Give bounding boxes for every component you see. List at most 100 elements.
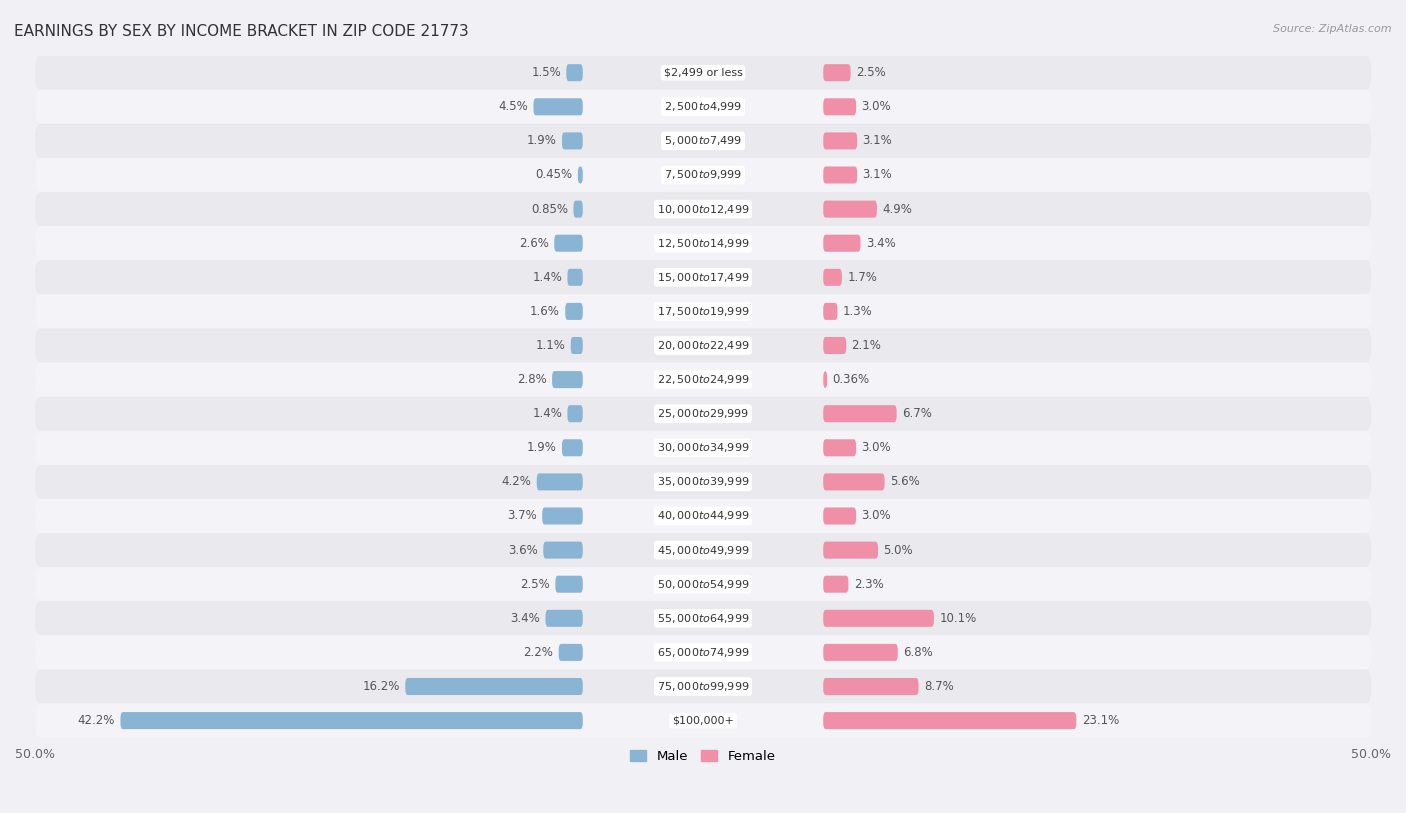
Text: 6.7%: 6.7% bbox=[903, 407, 932, 420]
Text: 2.1%: 2.1% bbox=[852, 339, 882, 352]
FancyBboxPatch shape bbox=[35, 89, 1371, 124]
Text: $50,000 to $54,999: $50,000 to $54,999 bbox=[657, 578, 749, 591]
FancyBboxPatch shape bbox=[824, 303, 838, 320]
Text: Source: ZipAtlas.com: Source: ZipAtlas.com bbox=[1274, 24, 1392, 34]
Text: $45,000 to $49,999: $45,000 to $49,999 bbox=[657, 544, 749, 557]
Text: EARNINGS BY SEX BY INCOME BRACKET IN ZIP CODE 21773: EARNINGS BY SEX BY INCOME BRACKET IN ZIP… bbox=[14, 24, 468, 39]
Text: $20,000 to $22,499: $20,000 to $22,499 bbox=[657, 339, 749, 352]
FancyBboxPatch shape bbox=[824, 371, 827, 388]
FancyBboxPatch shape bbox=[553, 371, 582, 388]
FancyBboxPatch shape bbox=[562, 439, 582, 456]
FancyBboxPatch shape bbox=[574, 201, 582, 218]
Text: 1.5%: 1.5% bbox=[531, 66, 561, 79]
Text: 0.36%: 0.36% bbox=[832, 373, 870, 386]
Text: $5,000 to $7,499: $5,000 to $7,499 bbox=[664, 134, 742, 147]
FancyBboxPatch shape bbox=[35, 226, 1371, 260]
Text: 1.4%: 1.4% bbox=[533, 407, 562, 420]
FancyBboxPatch shape bbox=[35, 635, 1371, 669]
Text: $2,500 to $4,999: $2,500 to $4,999 bbox=[664, 100, 742, 113]
FancyBboxPatch shape bbox=[35, 703, 1371, 737]
Text: 5.0%: 5.0% bbox=[883, 544, 912, 557]
Text: 1.1%: 1.1% bbox=[536, 339, 565, 352]
FancyBboxPatch shape bbox=[35, 669, 1371, 703]
Text: 5.6%: 5.6% bbox=[890, 476, 920, 489]
FancyBboxPatch shape bbox=[35, 567, 1371, 602]
Text: 6.8%: 6.8% bbox=[903, 646, 932, 659]
Text: 2.2%: 2.2% bbox=[523, 646, 554, 659]
FancyBboxPatch shape bbox=[35, 602, 1371, 635]
FancyBboxPatch shape bbox=[824, 610, 934, 627]
FancyBboxPatch shape bbox=[824, 201, 877, 218]
FancyBboxPatch shape bbox=[405, 678, 582, 695]
FancyBboxPatch shape bbox=[824, 133, 858, 150]
Text: 1.9%: 1.9% bbox=[527, 134, 557, 147]
Text: 0.45%: 0.45% bbox=[536, 168, 572, 181]
Text: 10.1%: 10.1% bbox=[939, 612, 977, 625]
FancyBboxPatch shape bbox=[35, 465, 1371, 499]
FancyBboxPatch shape bbox=[578, 167, 582, 184]
FancyBboxPatch shape bbox=[35, 158, 1371, 192]
FancyBboxPatch shape bbox=[824, 712, 1077, 729]
Text: 3.4%: 3.4% bbox=[866, 237, 896, 250]
Text: 1.9%: 1.9% bbox=[527, 441, 557, 454]
Text: 0.85%: 0.85% bbox=[531, 202, 568, 215]
Text: 2.6%: 2.6% bbox=[519, 237, 548, 250]
FancyBboxPatch shape bbox=[568, 269, 582, 286]
FancyBboxPatch shape bbox=[824, 337, 846, 354]
FancyBboxPatch shape bbox=[824, 269, 842, 286]
FancyBboxPatch shape bbox=[121, 712, 582, 729]
FancyBboxPatch shape bbox=[543, 507, 582, 524]
Text: 3.7%: 3.7% bbox=[508, 510, 537, 523]
Text: $65,000 to $74,999: $65,000 to $74,999 bbox=[657, 646, 749, 659]
FancyBboxPatch shape bbox=[35, 55, 1371, 89]
FancyBboxPatch shape bbox=[824, 576, 848, 593]
FancyBboxPatch shape bbox=[568, 405, 582, 422]
FancyBboxPatch shape bbox=[546, 610, 582, 627]
FancyBboxPatch shape bbox=[35, 124, 1371, 158]
Text: 3.6%: 3.6% bbox=[508, 544, 538, 557]
Text: $35,000 to $39,999: $35,000 to $39,999 bbox=[657, 476, 749, 489]
Text: $22,500 to $24,999: $22,500 to $24,999 bbox=[657, 373, 749, 386]
Text: 3.1%: 3.1% bbox=[862, 168, 893, 181]
FancyBboxPatch shape bbox=[35, 294, 1371, 328]
FancyBboxPatch shape bbox=[567, 64, 582, 81]
Text: $55,000 to $64,999: $55,000 to $64,999 bbox=[657, 612, 749, 625]
FancyBboxPatch shape bbox=[35, 328, 1371, 363]
Text: $10,000 to $12,499: $10,000 to $12,499 bbox=[657, 202, 749, 215]
Text: $12,500 to $14,999: $12,500 to $14,999 bbox=[657, 237, 749, 250]
Text: 4.2%: 4.2% bbox=[502, 476, 531, 489]
FancyBboxPatch shape bbox=[35, 431, 1371, 465]
Text: 42.2%: 42.2% bbox=[77, 714, 115, 727]
Text: $100,000+: $100,000+ bbox=[672, 715, 734, 725]
FancyBboxPatch shape bbox=[824, 507, 856, 524]
FancyBboxPatch shape bbox=[824, 64, 851, 81]
Text: $15,000 to $17,499: $15,000 to $17,499 bbox=[657, 271, 749, 284]
Text: $7,500 to $9,999: $7,500 to $9,999 bbox=[664, 168, 742, 181]
Text: $2,499 or less: $2,499 or less bbox=[664, 67, 742, 78]
FancyBboxPatch shape bbox=[533, 98, 582, 115]
FancyBboxPatch shape bbox=[554, 235, 582, 252]
FancyBboxPatch shape bbox=[35, 192, 1371, 226]
Text: $30,000 to $34,999: $30,000 to $34,999 bbox=[657, 441, 749, 454]
FancyBboxPatch shape bbox=[35, 499, 1371, 533]
Text: 8.7%: 8.7% bbox=[924, 680, 953, 693]
FancyBboxPatch shape bbox=[824, 167, 858, 184]
FancyBboxPatch shape bbox=[35, 260, 1371, 294]
Text: $75,000 to $99,999: $75,000 to $99,999 bbox=[657, 680, 749, 693]
FancyBboxPatch shape bbox=[562, 133, 582, 150]
Text: 2.8%: 2.8% bbox=[517, 373, 547, 386]
FancyBboxPatch shape bbox=[35, 363, 1371, 397]
Text: 3.4%: 3.4% bbox=[510, 612, 540, 625]
Text: 4.5%: 4.5% bbox=[498, 100, 529, 113]
Text: 16.2%: 16.2% bbox=[363, 680, 399, 693]
FancyBboxPatch shape bbox=[543, 541, 582, 559]
Text: $40,000 to $44,999: $40,000 to $44,999 bbox=[657, 510, 749, 523]
FancyBboxPatch shape bbox=[35, 397, 1371, 431]
FancyBboxPatch shape bbox=[824, 405, 897, 422]
FancyBboxPatch shape bbox=[537, 473, 582, 490]
Text: 3.0%: 3.0% bbox=[862, 441, 891, 454]
Text: 1.4%: 1.4% bbox=[533, 271, 562, 284]
FancyBboxPatch shape bbox=[824, 98, 856, 115]
FancyBboxPatch shape bbox=[555, 576, 582, 593]
FancyBboxPatch shape bbox=[824, 678, 918, 695]
